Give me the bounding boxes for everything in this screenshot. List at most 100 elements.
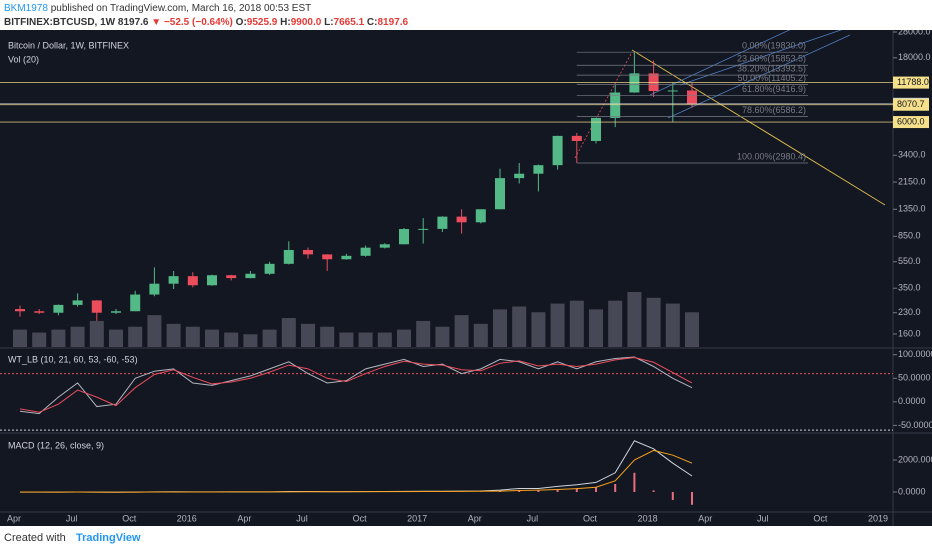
volume-bar	[262, 329, 277, 347]
volume-bar	[454, 315, 469, 347]
volume-bar	[685, 312, 699, 347]
y-tick-label: 2000.0000	[898, 454, 932, 464]
quote-key: O:	[235, 17, 247, 28]
x-tick-label: Apr	[698, 513, 712, 523]
x-tick-label: Oct	[122, 513, 137, 523]
quote-line: BITFINEX:BTCUSD, 1W 8197.6 ▼ −52.5 (−0.6…	[4, 17, 408, 28]
x-tick-label: Jul	[527, 513, 539, 523]
pitchfork	[649, 30, 791, 96]
x-tick-label: Jul	[296, 513, 308, 523]
candle-body	[552, 135, 563, 166]
x-tick-label: Jul	[66, 513, 78, 523]
y-tick-label: 350.0	[898, 283, 921, 293]
price-tag	[893, 116, 929, 129]
volume-bar	[51, 329, 66, 347]
histogram-bar	[614, 484, 617, 492]
pane-title: WT_LB (10, 21, 60, 53, -60, -53)	[8, 354, 138, 364]
last: 8197.6	[117, 17, 149, 28]
series-line	[19, 357, 693, 413]
quote-key: C:	[366, 17, 378, 28]
quote-value: 7665.1	[333, 17, 365, 28]
candle-body	[322, 254, 333, 260]
candle-body	[495, 178, 505, 210]
x-tick-label: 2016	[177, 513, 197, 523]
volume-bar	[243, 334, 258, 347]
footer: Created with TradingView	[0, 526, 932, 550]
candle-body	[226, 275, 237, 279]
volume-bar	[32, 332, 47, 347]
volume-bar	[185, 326, 200, 347]
x-tick-label: Jul	[757, 513, 769, 523]
histogram-bar	[633, 472, 636, 492]
candle-body	[514, 173, 525, 179]
x-tick-label: 2017	[407, 513, 427, 523]
volume-bar	[608, 300, 623, 347]
quote-value: 9900.0	[290, 17, 322, 28]
volume-bar	[358, 332, 373, 347]
volume-bar	[397, 329, 411, 347]
y-tick-label: -50.0000	[898, 420, 932, 430]
y-tick-label: 3400.0	[898, 150, 926, 160]
candle-body	[341, 255, 352, 260]
candle-body	[168, 276, 179, 284]
candle-body	[91, 300, 102, 313]
candle-body	[72, 300, 83, 305]
volume-bar	[493, 309, 507, 347]
candle-body	[379, 244, 390, 248]
trend-line	[631, 49, 886, 206]
publish-line: BKM1978 published on TradingView.com, Ma…	[4, 3, 311, 14]
x-tick-label: Oct	[353, 513, 368, 523]
fib-label: 23.60%(15853.5)	[737, 54, 806, 64]
chart: 28000.0 18000.0 3400.0 2150.0 1350.0 850.0 550…	[0, 30, 932, 526]
candle-body	[149, 283, 160, 295]
candle-body	[533, 165, 544, 174]
volume-bar	[281, 318, 296, 347]
x-tick-label: Apr	[468, 513, 482, 523]
fib-label: 38.20%(13393.5)	[737, 63, 806, 73]
price-tag-label: 8070.7	[897, 99, 925, 109]
volume-bar	[665, 303, 680, 347]
y-tick-label: 50.0000	[898, 373, 931, 383]
x-tick-label: 2019	[868, 513, 888, 523]
volume-bar	[646, 297, 661, 347]
candle-body	[264, 263, 275, 274]
volume-bar	[320, 326, 335, 347]
candle-body	[360, 247, 371, 256]
background	[0, 30, 932, 526]
candle-body	[130, 294, 141, 312]
candle-body	[475, 209, 486, 223]
candle-body	[610, 92, 621, 118]
symbol: BITFINEX:BTCUSD, 1W	[4, 17, 116, 28]
author[interactable]: BKM1978	[4, 3, 48, 14]
y-tick-label: 28000.0	[898, 30, 931, 36]
candle-body	[456, 216, 467, 223]
quote-key: H:	[280, 17, 291, 28]
volume-bar	[13, 329, 27, 347]
histogram-bar	[556, 488, 559, 492]
chart-title: Bitcoin / Dollar, 1W, BITFINEX	[8, 40, 129, 50]
y-tick-label: 550.0	[898, 256, 921, 266]
candle-body	[303, 249, 313, 255]
candle-body	[15, 309, 25, 312]
volume-bar	[435, 326, 450, 347]
quote: O:9525.9 H:9900.0 L:7665.1 C:8197.6	[236, 17, 408, 28]
volume-bar	[224, 332, 239, 347]
created: Created with	[4, 532, 66, 544]
quote-value: 9525.9	[246, 17, 278, 28]
y-tick-label: 160.0	[898, 328, 921, 338]
x-tick-label: Apr	[7, 513, 21, 523]
volume-bar	[416, 320, 431, 347]
price-tag	[893, 98, 929, 111]
price-tag-label: 11788.0	[897, 77, 929, 87]
y-tick-label: 230.0	[898, 307, 921, 317]
candle-body	[571, 135, 582, 141]
fib-label: 61.80%(9416.9)	[742, 84, 806, 94]
quote-key: L:	[324, 17, 334, 28]
x-tick-label: Oct	[813, 513, 828, 523]
published: published on TradingView.com, March 16, …	[47, 3, 312, 14]
brand[interactable]: TradingView	[76, 532, 141, 544]
series-line	[19, 449, 693, 493]
volume-bar	[589, 309, 603, 347]
y-tick-label: 100.0000	[898, 349, 932, 359]
